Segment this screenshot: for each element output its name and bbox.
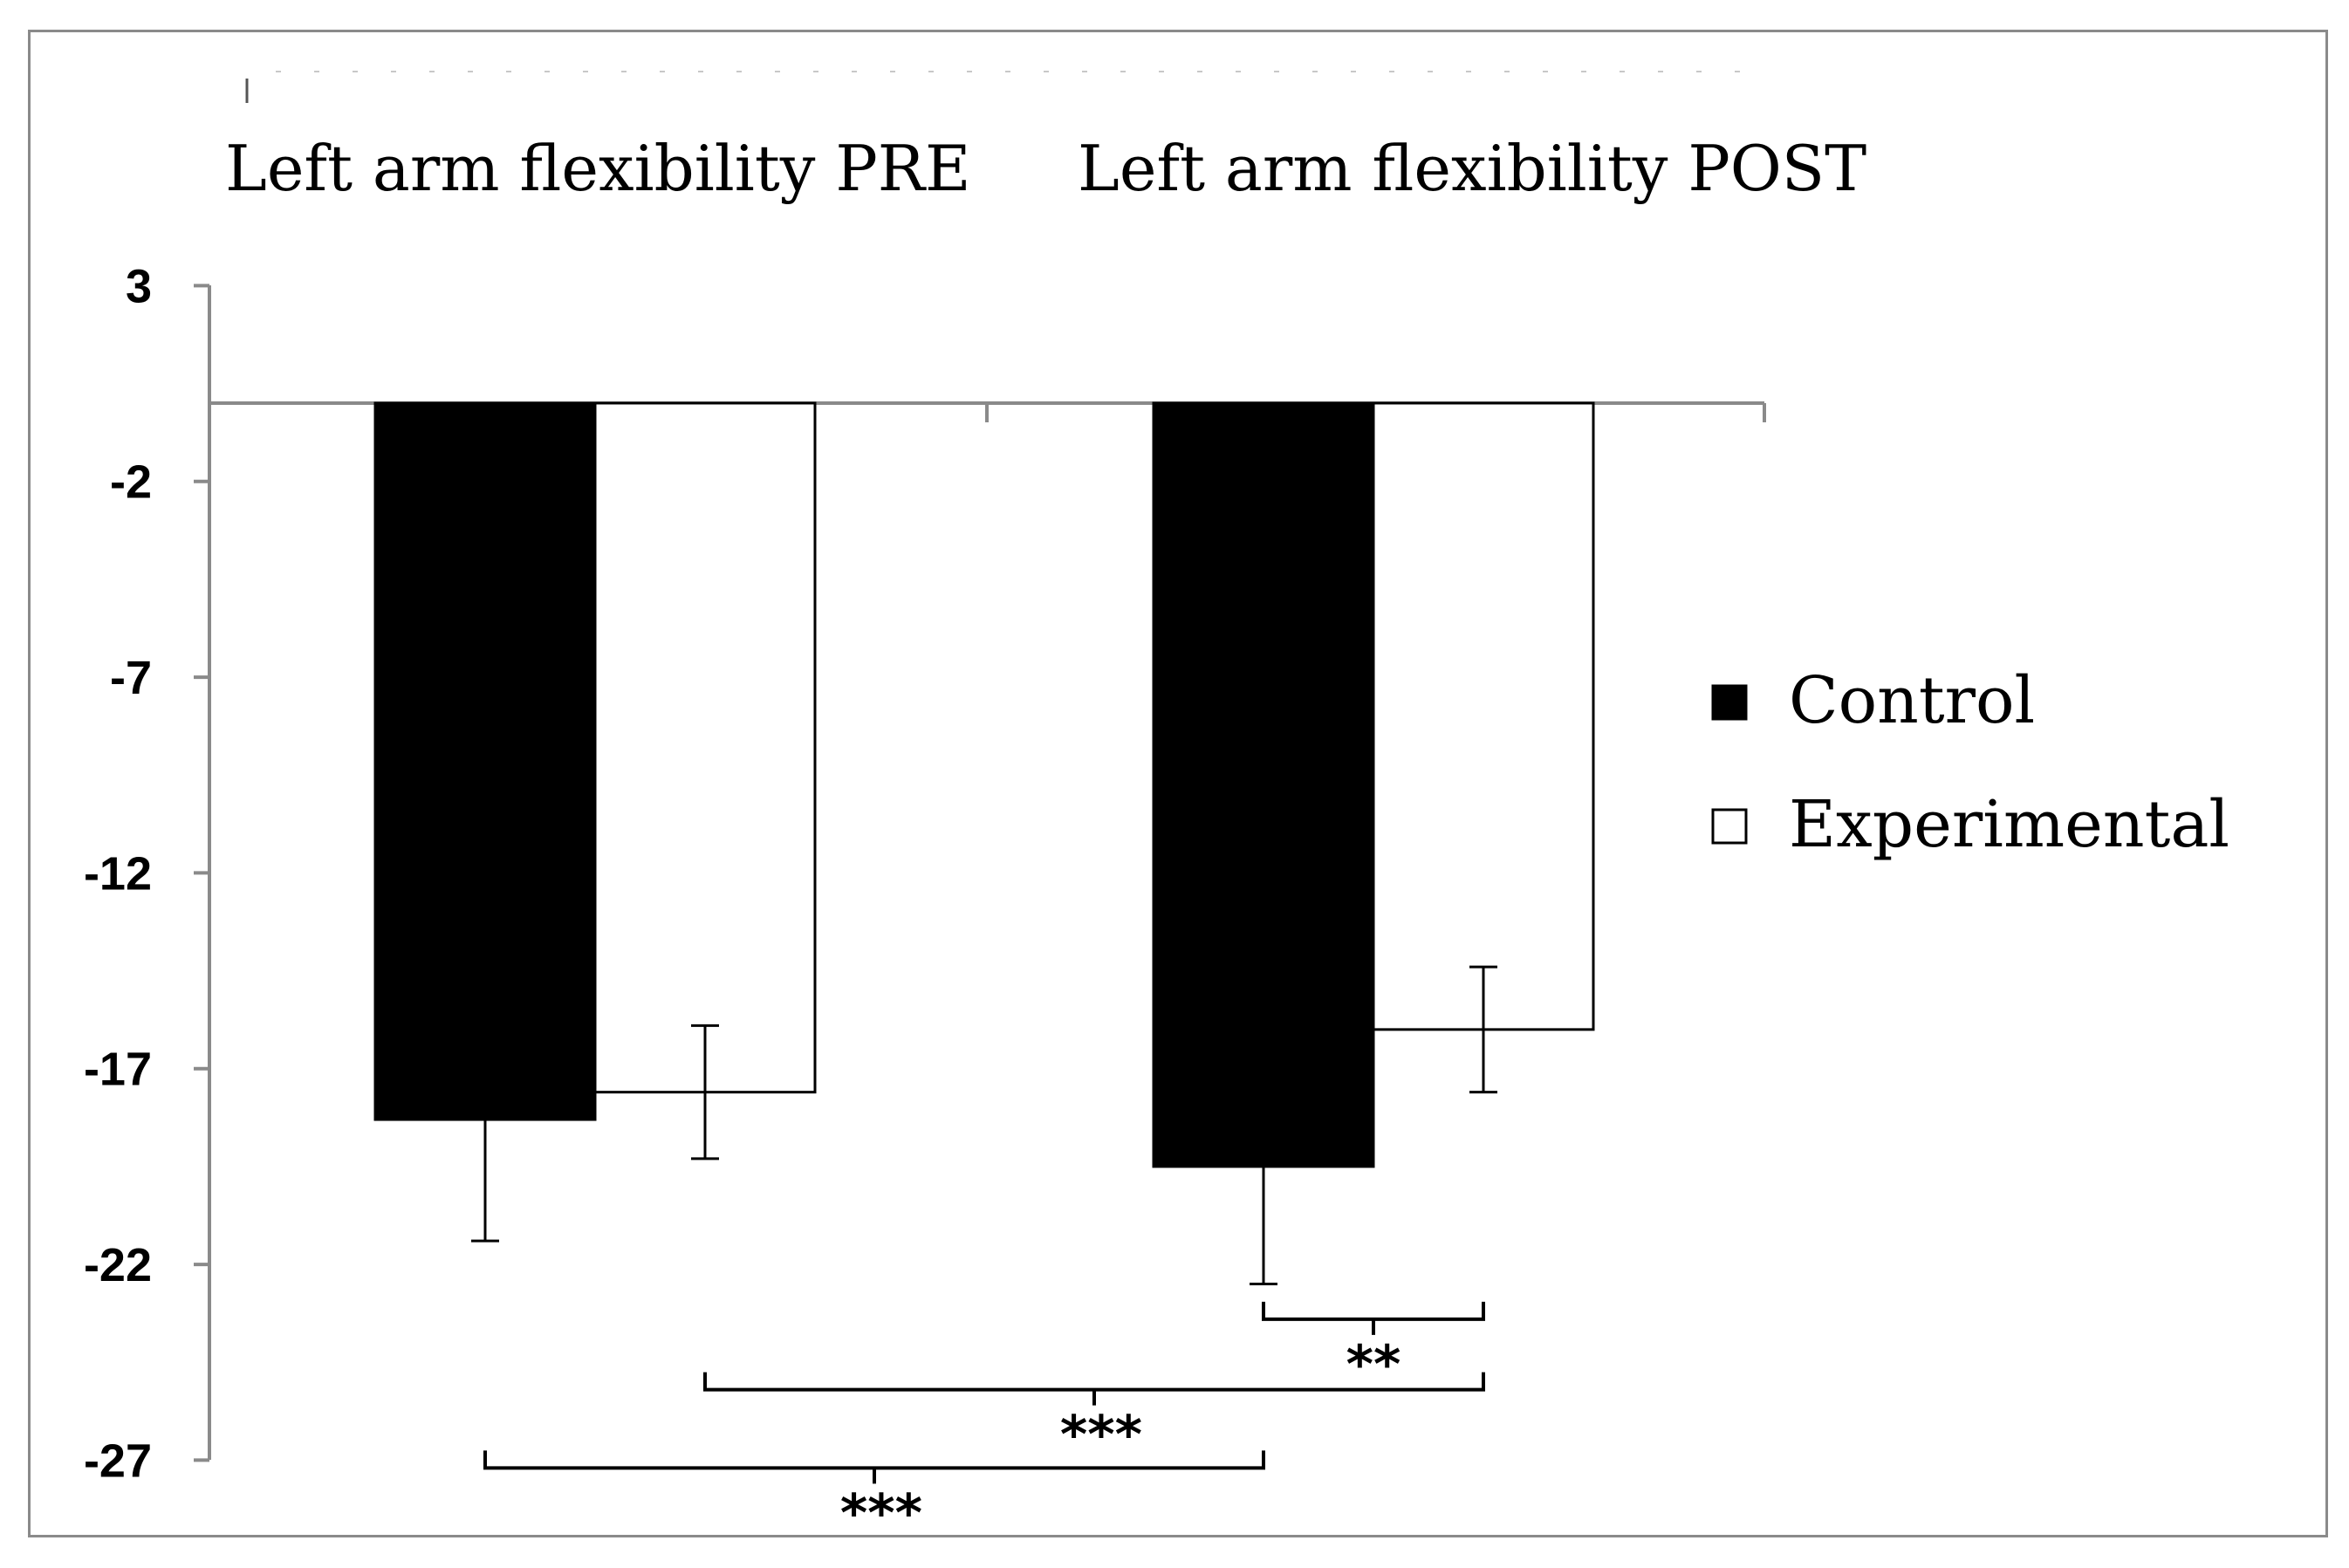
- significance-bracket-2: [483, 1450, 1265, 1484]
- significance-bracket-1: [703, 1372, 1485, 1406]
- significance-bracket-0: [1262, 1301, 1485, 1335]
- header-rule: [245, 71, 1763, 103]
- y-tick-label: -27: [84, 1434, 152, 1487]
- y-tick-label: -7: [110, 652, 152, 704]
- y-tick-label: -22: [84, 1239, 152, 1291]
- category-labels: Left arm flexibility PRE Left arm flexibi…: [225, 132, 1866, 205]
- category-label-1: Left arm flexibility POST: [1078, 132, 1866, 205]
- category-label-0: Left arm flexibility PRE: [225, 132, 971, 205]
- y-tick-label: -2: [110, 456, 152, 509]
- legend-swatch-experimental: [1711, 808, 1748, 845]
- bars: [373, 401, 1595, 1168]
- error-bars: [471, 965, 1497, 1285]
- significance-label-1: ***: [1060, 1405, 1142, 1466]
- bar-experimental-0: [593, 401, 817, 1094]
- significance-brackets: ********: [483, 1301, 1485, 1544]
- legend-label-experimental: Experimental: [1789, 787, 2229, 862]
- legend-swatch-control: [1711, 684, 1748, 721]
- y-tick-label: 3: [126, 260, 152, 312]
- significance-label-2: ***: [840, 1482, 922, 1544]
- legend: Control Experimental: [1711, 663, 2229, 862]
- significance-label-0: **: [1346, 1334, 1401, 1395]
- y-tick-label: -17: [84, 1044, 152, 1096]
- bar-experimental-1: [1372, 401, 1595, 1031]
- legend-label-control: Control: [1789, 663, 2035, 738]
- bar-control-1: [1152, 401, 1375, 1168]
- y-tick-label: -12: [84, 847, 152, 900]
